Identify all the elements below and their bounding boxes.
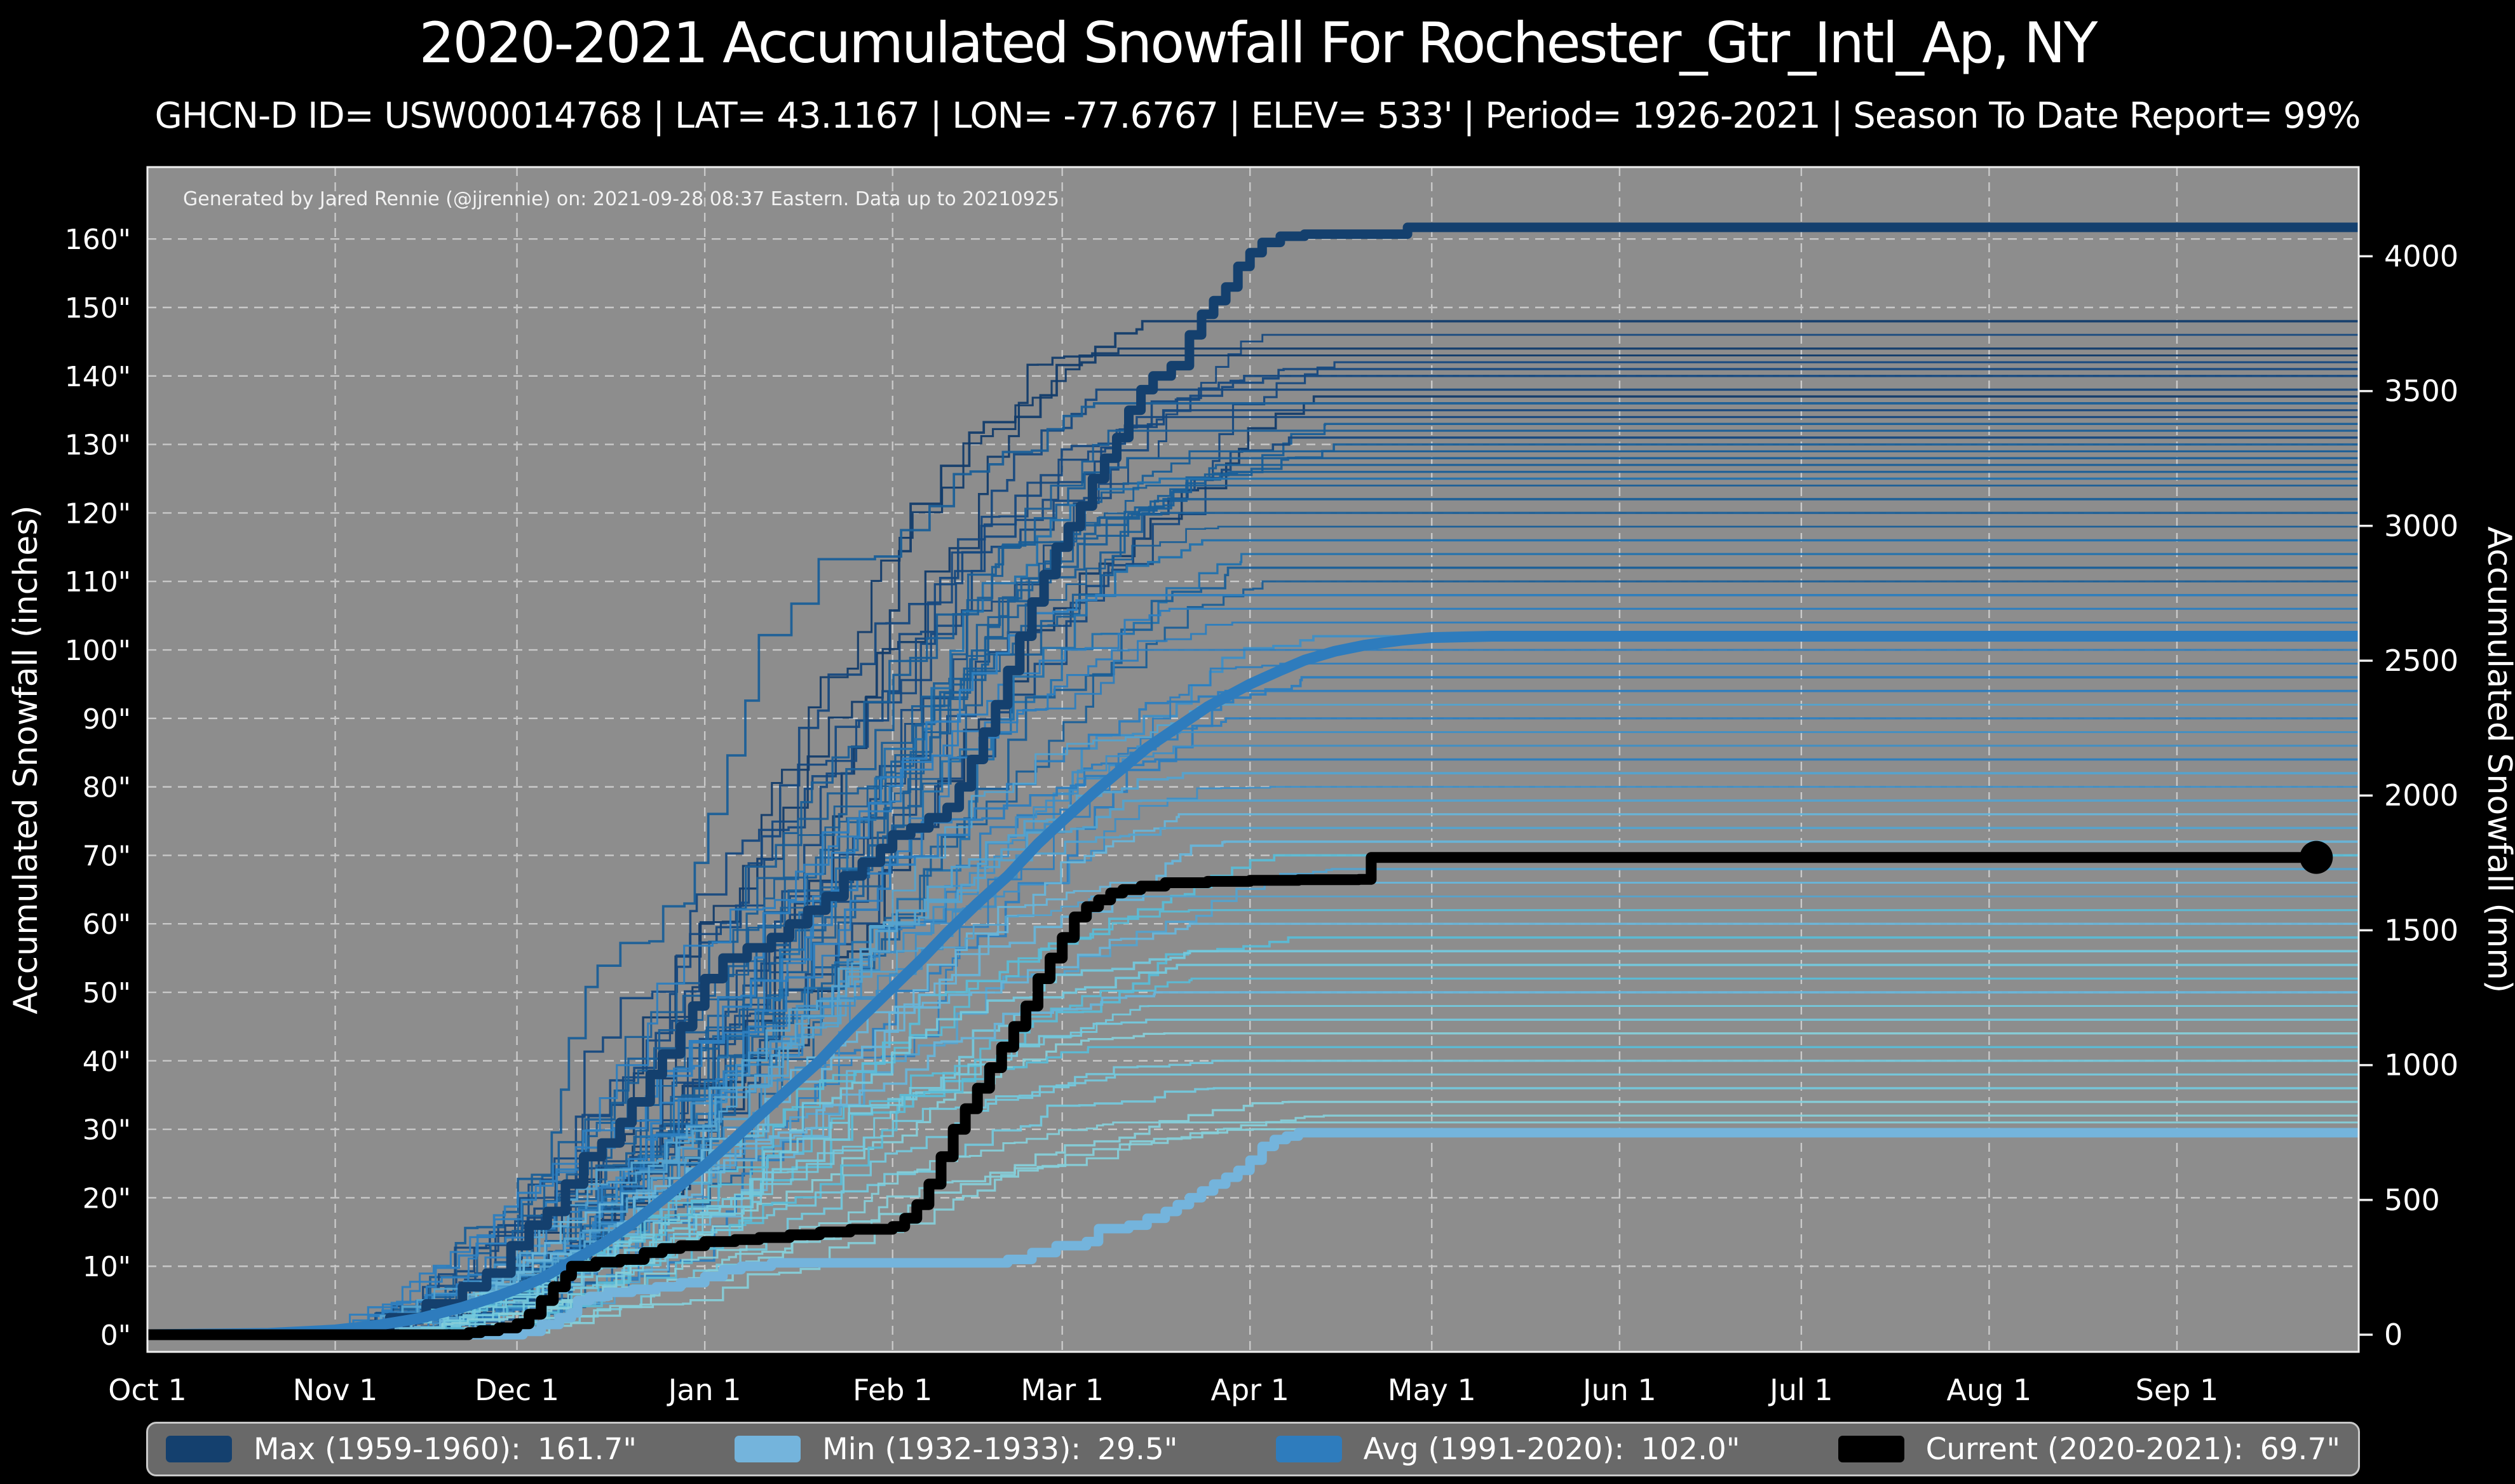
page-subtitle: GHCN-D ID= USW00014768 | LAT= 43.1167 | …	[154, 95, 2361, 137]
legend-label: Min (1932-1933): 29.5"	[822, 1431, 1178, 1467]
max-line-swatch-icon	[166, 1436, 232, 1462]
svg-text:20": 20"	[83, 1182, 131, 1215]
svg-text:500: 500	[2384, 1183, 2440, 1217]
svg-text:0: 0	[2384, 1318, 2403, 1352]
svg-text:2500: 2500	[2384, 644, 2458, 678]
credit-annotation: Generated by Jared Rennie (@jjrennie) on…	[183, 188, 1059, 210]
page-title: 2020-2021 Accumulated Snowfall For Roche…	[419, 10, 2098, 76]
current-line-swatch-icon	[1838, 1436, 1904, 1462]
svg-text:10": 10"	[83, 1251, 131, 1283]
svg-text:Aug 1: Aug 1	[1947, 1373, 2032, 1407]
series-max	[147, 222, 2359, 1340]
svg-text:3000: 3000	[2384, 509, 2458, 543]
svg-text:120": 120"	[65, 497, 131, 530]
main-series	[147, 222, 2359, 1340]
series-avg	[147, 631, 2359, 1340]
legend-item-min: Min (1932-1933): 29.5"	[735, 1432, 1177, 1467]
month-tick-labels: Oct 1 Nov 1 Dec 1 Jan 1 Feb 1 Mar 1 Apr 1 May 1…	[108, 1373, 2218, 1407]
svg-text:90": 90"	[83, 703, 131, 736]
legend-item-current: Current (2020-2021): 69.7"	[1838, 1432, 2340, 1467]
svg-text:130": 130"	[65, 429, 131, 462]
legend-item-max: Max (1959-1960): 161.7"	[166, 1432, 637, 1467]
svg-text:30": 30"	[83, 1114, 131, 1147]
svg-text:80": 80"	[83, 772, 131, 804]
svg-text:Jun 1: Jun 1	[1581, 1373, 1657, 1407]
svg-text:Apr 1: Apr 1	[1210, 1373, 1289, 1407]
current-endpoint-marker	[2300, 840, 2333, 874]
svg-text:40": 40"	[83, 1046, 131, 1078]
svg-text:Dec 1: Dec 1	[475, 1373, 559, 1407]
svg-text:60": 60"	[83, 908, 131, 941]
avg-line-swatch-icon	[1275, 1436, 1342, 1462]
svg-text:Jan 1: Jan 1	[667, 1373, 742, 1407]
svg-text:2000: 2000	[2384, 778, 2458, 813]
svg-text:Sep 1: Sep 1	[2136, 1373, 2219, 1407]
legend-label: Current (2020-2021): 69.7"	[1925, 1431, 2340, 1467]
svg-text:70": 70"	[83, 840, 131, 872]
chart-generated-content: 0" 10" 20" 30" 40" 50" 60" 70" 80" 90" 100" 110" 120…	[65, 166, 2458, 1407]
svg-text:Mar 1: Mar 1	[1020, 1373, 1104, 1407]
svg-text:Feb 1: Feb 1	[853, 1373, 932, 1407]
series-min	[147, 1128, 2359, 1340]
svg-text:May 1: May 1	[1388, 1373, 1476, 1407]
plot-border	[146, 166, 2360, 1353]
svg-text:0": 0"	[100, 1319, 131, 1352]
legend-label: Avg (1991-2020): 102.0"	[1363, 1431, 1740, 1467]
svg-text:4000: 4000	[2384, 239, 2458, 273]
svg-text:1000: 1000	[2384, 1048, 2458, 1083]
left-tick-labels: 0" 10" 20" 30" 40" 50" 60" 70" 80" 90" 100" 110" 120…	[65, 224, 131, 1352]
svg-text:100": 100"	[65, 635, 131, 667]
svg-text:3500: 3500	[2384, 374, 2458, 408]
svg-text:Jul 1: Jul 1	[1768, 1373, 1833, 1407]
svg-text:110": 110"	[65, 566, 131, 598]
min-line-swatch-icon	[735, 1436, 801, 1462]
legend: Max (1959-1960): 161.7" Min (1932-1933): 2…	[146, 1422, 2360, 1476]
series-current	[147, 852, 2322, 1340]
legend-label: Max (1959-1960): 161.7"	[254, 1431, 637, 1467]
svg-text:160": 160"	[65, 224, 131, 256]
svg-text:140": 140"	[65, 361, 131, 393]
svg-text:50": 50"	[83, 977, 131, 1009]
legend-item-avg: Avg (1991-2020): 102.0"	[1275, 1431, 1740, 1467]
svg-text:1500: 1500	[2384, 913, 2458, 947]
right-tick-labels: 0 500 1000 1500 2000 2500 3000 3500 4000	[2359, 239, 2458, 1352]
right-axis-label: Accumulated Snowfall (mm)	[2480, 527, 2515, 993]
svg-text:Oct 1: Oct 1	[108, 1373, 186, 1407]
left-axis-label: Accumulated Snowfall (inches)	[7, 505, 45, 1014]
svg-text:Nov 1: Nov 1	[293, 1373, 378, 1407]
svg-text:150": 150"	[65, 292, 131, 325]
